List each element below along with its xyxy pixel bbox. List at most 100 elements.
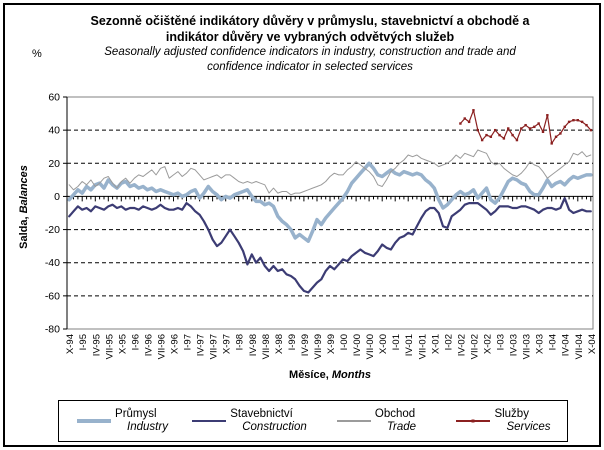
chart-subtitle-en-line1: Seasonally adjusted confidence indicator… [104, 46, 516, 59]
legend-label-industry-en: Industry [127, 421, 168, 433]
x-tick-label: VII-96 [156, 334, 167, 359]
legend-item-construction: Stavebnictví Construction [186, 408, 313, 434]
x-tick-label: IV-01 [404, 334, 415, 356]
legend-item-industry: Průmysl Industry [59, 408, 186, 434]
x-axis-title: Měsíce, Months [67, 369, 593, 381]
series-marker-services [563, 125, 566, 129]
x-tick-label: X-97 [222, 334, 233, 354]
chart-subtitle-en-line2: confidence indicator in selected service… [207, 60, 413, 73]
series-marker-services [489, 135, 493, 138]
y-tick-label: -80 [45, 324, 60, 336]
series-marker-services [585, 123, 588, 127]
legend-label-construction-en: Construction [242, 421, 307, 433]
x-tick-label: X-96 [170, 334, 181, 354]
x-tick-label: I-03 [496, 334, 507, 350]
chart-title-cs-line2: indikátor důvěry ve vybraných odvětvých … [165, 29, 455, 44]
series-marker-services [589, 128, 593, 132]
x-tick-label: VII-03 [522, 334, 533, 359]
x-tick-label: VII-95 [104, 334, 115, 359]
series-marker-services [537, 122, 540, 125]
x-tick-label: I-01 [391, 334, 402, 350]
series-marker-services [485, 133, 488, 137]
x-tick-label: I-00 [339, 334, 350, 350]
x-tick-label: VII-97 [209, 334, 220, 359]
x-tick-label: I-95 [78, 334, 89, 350]
series-marker-services [463, 117, 466, 120]
series-marker-services [502, 137, 506, 140]
y-tick-label: 0 [54, 191, 60, 203]
x-tick-label: I-96 [130, 334, 141, 350]
series-marker-services [511, 133, 514, 137]
x-tick-label: IV-03 [509, 334, 520, 356]
legend-label-construction-cs: Stavebnictví [230, 407, 293, 420]
y-axis-title: Salda, Balances [18, 152, 30, 262]
x-tick-label: VII-00 [365, 334, 376, 359]
series-marker-services [533, 125, 536, 129]
series-marker-services [576, 119, 579, 122]
x-tick-label: X-95 [117, 334, 128, 354]
x-tick-label: X-99 [326, 334, 337, 354]
y-tick-label: 60 [48, 92, 60, 104]
x-tick-label: IV-00 [352, 334, 363, 356]
legend-label-trade-en: Trade [386, 421, 417, 433]
chart-title-cs-line1: Sezonně očištěné indikátory důvěry v prů… [90, 14, 530, 28]
series-marker-services [541, 130, 545, 133]
legend-label-trade-cs: Obchod [374, 407, 416, 420]
legend-key-marker-services [471, 419, 475, 423]
x-tick-label: VII-04 [574, 334, 585, 359]
series-marker-services [554, 135, 558, 138]
legend-label-industry-cs: Průmysl [115, 407, 157, 420]
legend-label-services-cs: Služby [494, 407, 529, 420]
series-marker-services [572, 119, 575, 122]
x-axis-ticks [68, 196, 592, 202]
x-tick-label: I-97 [183, 334, 194, 350]
x-tick-label: IV-99 [300, 334, 311, 356]
x-tick-label: VII-02 [469, 334, 480, 359]
y-tick-label: -40 [45, 257, 60, 269]
x-tick-label: X-01 [430, 334, 441, 354]
x-tick-label: X-98 [274, 334, 285, 354]
series-marker-services [515, 138, 519, 142]
x-tick-label: IV-98 [248, 334, 259, 356]
series-marker-services [498, 133, 501, 137]
series-marker-services [507, 127, 510, 130]
series-marker-services [472, 109, 475, 112]
legend-key-services [456, 419, 491, 423]
x-tick-label: IV-04 [561, 334, 572, 356]
series-marker-services [580, 120, 584, 124]
x-axis-title-cs: Měsíce, [289, 369, 329, 381]
x-axis-title-en: Months [331, 369, 371, 381]
x-tick-label: VII-98 [261, 334, 272, 359]
legend-key-trade [336, 420, 371, 422]
chart-frame: Sezonně očištěné indikátory důvěry v prů… [3, 3, 601, 447]
legend-key-construction [192, 419, 227, 423]
x-tick-label: IV-96 [143, 334, 154, 356]
series-marker-services [467, 120, 471, 124]
x-tick-label: IV-95 [91, 334, 102, 356]
series-line-construction [68, 197, 592, 294]
x-tick-label: VII-99 [313, 334, 324, 359]
series-marker-services [559, 132, 562, 135]
x-tick-label: X-04 [587, 334, 598, 354]
x-tick-label: X-03 [535, 334, 546, 354]
legend-item-services: Služby Services [440, 408, 567, 434]
series-marker-services [524, 123, 527, 127]
x-tick-label: X-00 [378, 334, 389, 354]
legend-label-services-en: Services [506, 421, 551, 433]
x-tick-label: I-02 [443, 334, 454, 350]
y-tick-label: 40 [48, 125, 60, 137]
series-marker-services [546, 114, 549, 117]
series-line-trade [68, 149, 592, 196]
y-axis-title-cs: Salda, [18, 216, 30, 249]
legend-key-industry [77, 419, 112, 423]
series-marker-services [567, 120, 571, 124]
x-tick-label: VII-01 [417, 334, 428, 359]
x-tick-label: I-98 [235, 334, 246, 350]
y-tick-label: 20 [48, 158, 60, 170]
x-tick-label: X-94 [65, 334, 76, 354]
x-tick-label: I-99 [287, 334, 298, 350]
series-marker-services [459, 122, 462, 125]
series-line-industry [67, 161, 593, 243]
series-marker-services [528, 127, 532, 130]
series-marker-services [493, 128, 497, 132]
